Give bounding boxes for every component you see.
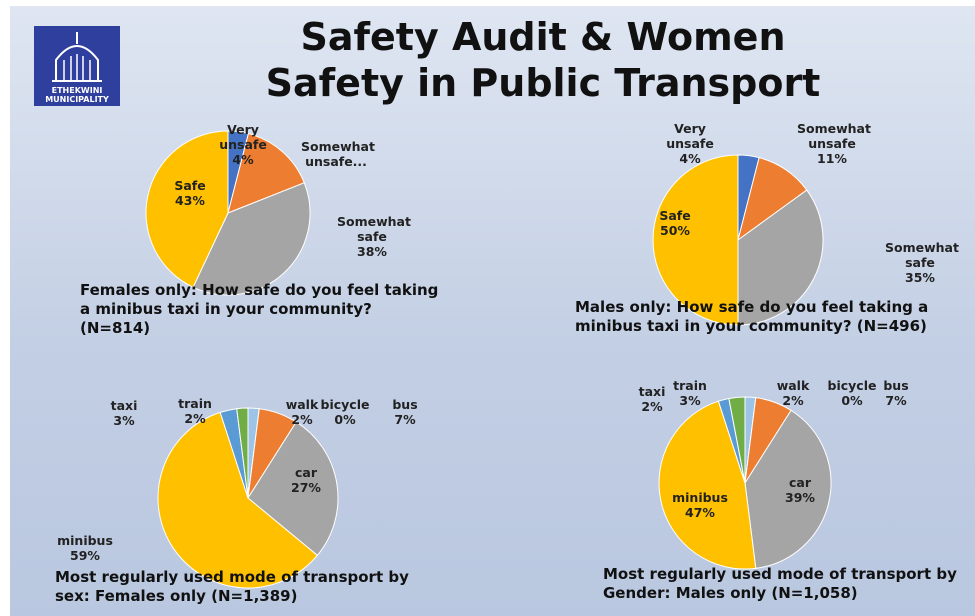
pie-slice [652,154,739,326]
pie-slice [737,189,824,326]
pie-slice [227,132,305,214]
slice-label: minibus [672,490,728,505]
pie-slice [728,396,746,484]
slice-value-label: 2% [184,411,206,426]
pie-slice [744,409,832,569]
slice-value-label: 2% [291,412,313,427]
slice-value-label: 2% [641,399,663,414]
slice-label: Somewhat unsafe... [301,139,375,169]
pie-slice [247,421,339,557]
slice-value-label: 43% [175,193,205,208]
slice-label: Very unsafe [219,122,267,152]
chart-caption: Most regularly used mode of transport by… [55,568,409,605]
slice-label: bicycle [320,397,370,412]
slice-label: Somewhat unsafe [797,121,871,151]
slice-label: taxi [110,398,138,413]
slice-label: bus [392,397,418,412]
slice-label: taxi [638,384,666,399]
slice-label: car [294,465,318,480]
slice-value-label: 3% [113,413,135,428]
pie-slice [192,182,311,296]
slice-value-label: 59% [70,548,100,563]
slice-value-label: 38% [357,244,387,259]
slice-label: Somewhat safe [885,240,959,270]
slice-value-label: 0% [841,393,863,408]
slice-label: walk [776,378,810,393]
slide-title: Safety Audit & Women [300,15,786,59]
pie-slice [145,130,229,288]
slice-label: Somewhat safe [337,214,411,244]
slice-value-label: 47% [685,505,715,520]
slice-label: Safe [174,178,206,193]
slice-label: bicycle [827,378,877,393]
slice-value-label: 3% [679,393,701,408]
slide-title: Safety in Public Transport [265,61,821,105]
slice-label: minibus [57,533,113,548]
slice-value-label: 4% [679,151,701,166]
slice-label: Very unsafe [666,121,714,151]
slice-value-label: 27% [291,480,321,495]
chart-caption: Most regularly used mode of transport by… [603,565,957,602]
slice-value-label: 7% [885,393,907,408]
slice-value-label: 50% [660,223,690,238]
slice-label: train [673,378,707,393]
slice-label: bus [883,378,909,393]
slice-value-label: 39% [785,490,815,505]
logo-text: ETHEKWINI [51,86,103,95]
slice-value-label: 4% [232,152,254,167]
slice-value-label: 35% [905,270,935,285]
pie-slice [157,411,319,589]
chart-caption: Females only: How safe do you feel takin… [80,281,439,337]
slice-label: Safe [659,208,691,223]
slice-label: car [788,475,812,490]
logo: ETHEKWINI MUNICIPALITY [34,26,120,106]
logo-icon [52,32,102,82]
slice-value-label: 11% [817,151,847,166]
chart-caption: Males only: How safe do you feel taking … [575,298,929,335]
slice-value-label: 2% [782,393,804,408]
pie-slice [236,407,249,499]
slice-value-label: 7% [394,412,416,427]
logo-text: MUNICIPALITY [45,95,109,104]
slice-label: walk [285,397,319,412]
slice-value-label: 0% [334,412,356,427]
slice-label: train [178,396,212,411]
